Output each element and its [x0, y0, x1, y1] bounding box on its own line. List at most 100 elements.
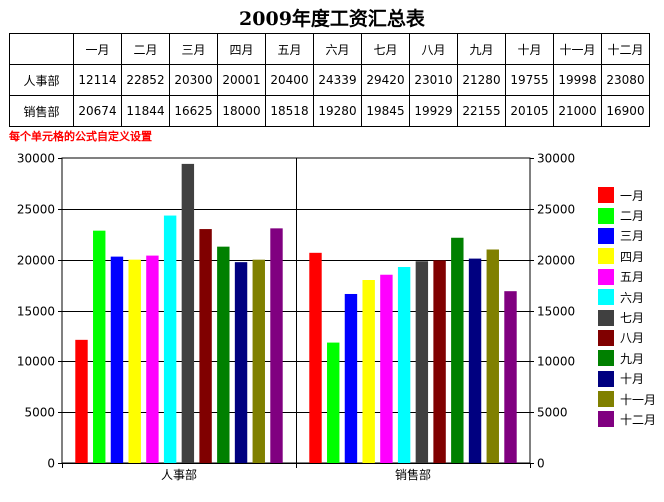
table-cell: 19998	[553, 64, 602, 96]
page-title: 2009年度工资汇总表	[239, 8, 425, 30]
table-row: 人事部 12114 22852 20300 20001 20400 24339 29420 23…	[9, 64, 650, 96]
table-cell: 24339	[313, 64, 362, 96]
bar-9-2	[451, 237, 464, 463]
table-header-cell: 一月	[73, 33, 122, 65]
legend-item: 七月	[598, 307, 656, 327]
legend-item: 三月	[598, 226, 656, 246]
legend-item: 十月	[598, 369, 656, 389]
bar-4-1	[128, 259, 141, 463]
legend-swatch	[598, 350, 614, 367]
legend-swatch	[598, 207, 614, 224]
legend-label: 十一月	[620, 392, 657, 407]
table-cell: 20300	[169, 64, 218, 96]
table-cell: 29420	[361, 64, 410, 96]
legend-item: 一月	[598, 185, 656, 205]
table-header-row: 一月 二月 三月 四月 五月 六月 七月 八月 九月 十月 十一月 十二月	[9, 33, 650, 65]
legend-item: 五月	[598, 267, 656, 287]
legend-swatch	[598, 411, 614, 428]
table-cell: 12114	[73, 64, 122, 96]
bar-10-1	[234, 262, 248, 463]
table-cell: 21000	[553, 95, 602, 127]
legend-label: 十二月	[620, 412, 657, 427]
legend-swatch	[598, 309, 614, 326]
table-header-cell: 十一月	[553, 33, 602, 65]
table-header-cell: 六月	[313, 33, 362, 65]
legend-label: 八月	[620, 331, 645, 346]
table-corner-cell	[9, 33, 74, 65]
legend-label: 七月	[620, 311, 645, 326]
legend-label: 十月	[620, 372, 645, 387]
legend-swatch	[598, 289, 614, 306]
y-tick-label-left: 30000	[17, 152, 55, 166]
legend-item: 六月	[598, 287, 656, 307]
table-cell: 16625	[169, 95, 218, 127]
table-header-cell: 八月	[409, 33, 458, 65]
legend-swatch	[598, 187, 614, 204]
y-tick-label-right: 0	[537, 457, 545, 471]
formula-note: 每个单元格的公式自定义设置	[9, 130, 152, 143]
legend-label: 四月	[620, 249, 645, 264]
y-tick-label-left: 0	[47, 457, 55, 471]
legend-item: 二月	[598, 205, 656, 225]
table-header-cell: 十二月	[601, 33, 650, 65]
table-cell: 18000	[217, 95, 266, 127]
table-cell: 19280	[313, 95, 362, 127]
bar-4-2	[362, 280, 375, 463]
bar-12-2	[504, 291, 517, 463]
bar-10-2	[468, 258, 482, 463]
bar-3-1	[110, 256, 124, 463]
bar-8-1	[199, 229, 212, 463]
table-cell: 19845	[361, 95, 410, 127]
y-tick-label-left: 10000	[17, 355, 55, 369]
table-row: 销售部 20674 11844 16625 18000 18518 19280 19845 19…	[9, 95, 650, 127]
table-cell: 20105	[505, 95, 554, 127]
legend-item: 九月	[598, 348, 656, 368]
bar-12-1	[270, 228, 283, 463]
legend-label: 五月	[620, 270, 645, 285]
legend-label: 六月	[620, 290, 645, 305]
bar-2-1	[93, 230, 106, 463]
legend-label: 九月	[620, 351, 645, 366]
legend-item: 四月	[598, 246, 656, 266]
table-cell: 22852	[121, 64, 170, 96]
legend-swatch	[598, 268, 614, 285]
table-cell: 22155	[457, 95, 506, 127]
x-category-label: 销售部	[395, 467, 431, 482]
row-label: 销售部	[9, 95, 74, 127]
legend-item: 十二月	[598, 409, 656, 429]
table-cell: 20674	[73, 95, 122, 127]
table-header-cell: 七月	[361, 33, 410, 65]
row-label: 人事部	[9, 64, 74, 96]
bar-11-2	[486, 249, 499, 463]
table-cell: 19929	[409, 95, 458, 127]
bar-7-1	[181, 163, 195, 463]
legend-label: 一月	[620, 188, 645, 203]
bar-7-2	[415, 261, 429, 463]
y-tick-label-right: 30000	[537, 152, 575, 166]
salary-summary-table: 一月 二月 三月 四月 五月 六月 七月 八月 九月 十月 十一月 十二月 人事部 12114 22852 2…	[9, 33, 650, 127]
x-category-label: 人事部	[161, 467, 197, 482]
table-cell: 23080	[601, 64, 650, 96]
bar-6-2	[397, 266, 411, 463]
legend-label: 二月	[620, 209, 645, 224]
table-header-cell: 三月	[169, 33, 218, 65]
y-tick-label-left: 25000	[17, 203, 55, 217]
bar-9-1	[217, 246, 230, 463]
legend-swatch	[598, 370, 614, 387]
bar-11-1	[252, 259, 265, 463]
bar-6-1	[163, 215, 177, 463]
legend-swatch	[598, 391, 614, 408]
y-tick-label-right: 5000	[537, 406, 568, 420]
legend-item: 十一月	[598, 389, 656, 409]
bar-1-2	[309, 252, 322, 463]
bar-3-2	[344, 293, 358, 463]
bar-2-2	[327, 342, 340, 463]
bar-5-2	[380, 274, 393, 463]
y-tick-label-left: 5000	[24, 406, 55, 420]
y-tick-label-left: 15000	[17, 305, 55, 319]
table-header-cell: 九月	[457, 33, 506, 65]
y-tick-label-right: 15000	[537, 305, 575, 319]
table-cell: 16900	[601, 95, 650, 127]
y-tick-label-right: 10000	[537, 355, 575, 369]
